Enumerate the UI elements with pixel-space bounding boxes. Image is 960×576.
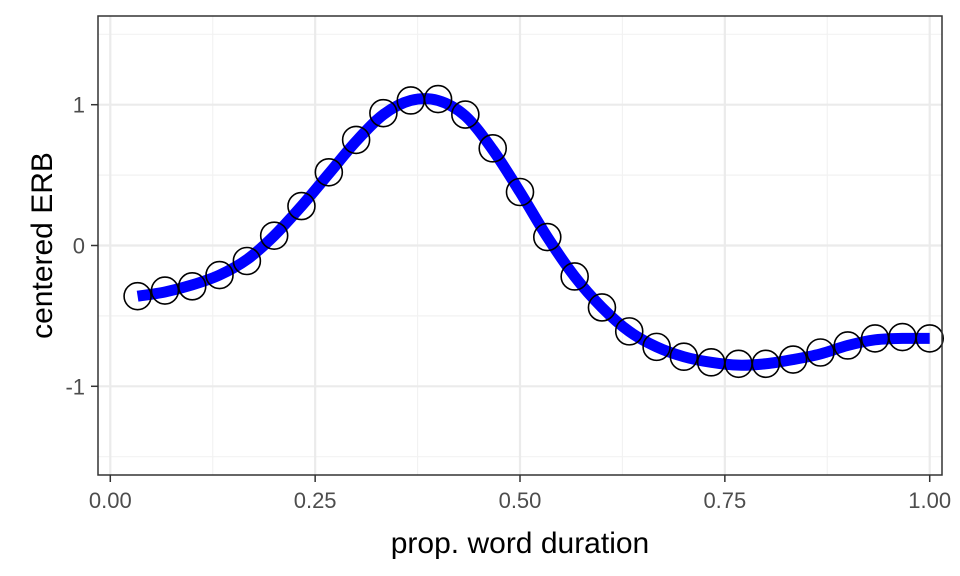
x-tick-label-3: 0.75 [703,488,746,513]
data-point-8 [341,125,371,155]
x-tick-label-2: 0.50 [499,488,542,513]
data-point-13 [478,134,508,163]
data-point-29 [915,324,945,353]
data-point-0 [123,281,152,311]
data-point-4 [232,246,262,276]
data-point-11 [423,84,453,114]
data-point-21 [696,348,726,377]
x-axis-label: prop. word duration [391,527,650,560]
data-point-10 [396,86,426,115]
x-tick-label-1: 0.25 [294,488,337,513]
series-points-layer [123,84,945,379]
data-point-6 [287,191,316,221]
data-point-5 [259,221,289,250]
data-point-20 [669,342,699,372]
data-point-23 [751,349,781,379]
data-point-24 [778,345,808,374]
data-point-18 [614,317,644,346]
data-point-22 [724,349,753,379]
data-point-12 [451,100,480,129]
y-axis-label: centered ERB [26,152,59,339]
smooth-line-series [136,93,930,371]
tick-labels: 0.00 0.25 0.50 0.75 1.00 -1 0 1 [65,93,951,513]
data-point-7 [314,157,344,187]
data-point-27 [860,324,890,353]
y-tick-label-1: 0 [73,234,85,259]
y-tick-label-2: 1 [73,93,85,118]
data-point-19 [642,332,671,362]
data-point-17 [587,293,617,322]
data-point-14 [505,177,535,207]
data-point-3 [205,260,234,290]
data-point-28 [888,322,917,352]
x-tick-label-4: 1.00 [908,488,951,513]
data-point-1 [150,276,180,305]
grid [98,16,942,475]
data-point-15 [532,222,562,252]
data-point-9 [369,98,398,128]
axis-ticks [91,103,931,482]
x-tick-label-0: 0.00 [89,488,132,513]
series-line-layer [136,93,930,371]
data-point-2 [177,272,207,301]
data-point-26 [833,331,863,360]
y-tick-label-0: -1 [65,374,85,399]
data-point-25 [806,338,835,367]
data-point-16 [560,262,589,291]
